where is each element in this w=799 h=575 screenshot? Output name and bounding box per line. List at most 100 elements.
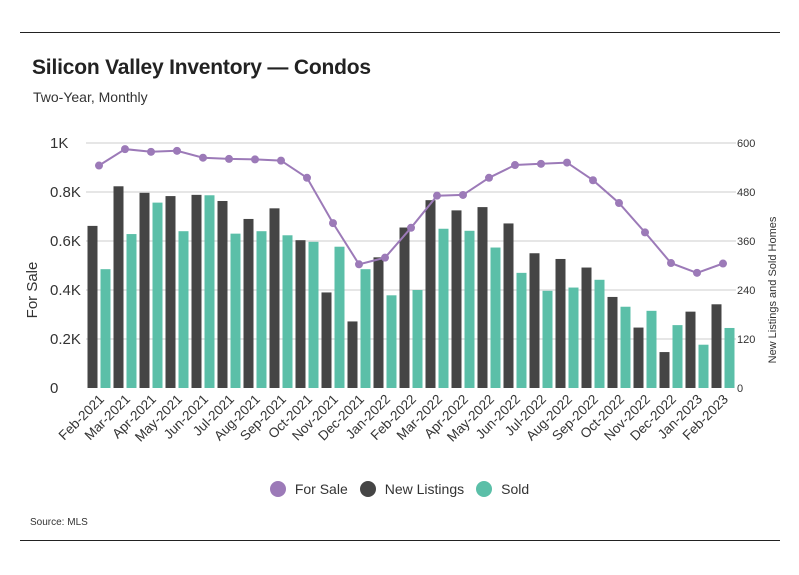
for-sale-point [589, 176, 597, 185]
legend-swatch-new-listings [359, 481, 376, 497]
bar-new-listings [477, 207, 488, 388]
legend-swatch-sold [476, 481, 493, 497]
bar-sold [594, 279, 605, 388]
bar-sold [308, 241, 319, 388]
bar-new-listings [581, 267, 592, 388]
bar-new-listings [607, 296, 618, 388]
for-sale-point [407, 223, 415, 232]
for-sale-point [485, 173, 493, 182]
y2-tick-label: 600 [737, 138, 755, 150]
bar-new-listings [269, 208, 280, 388]
bar-new-listings [139, 192, 150, 388]
chart-title: Silicon Valley Inventory — Condos [32, 56, 371, 79]
legend-item-for-sale[interactable]: For Sale [269, 481, 348, 497]
bar-sold [620, 306, 631, 388]
bar-sold [204, 195, 215, 388]
legend-label-for-sale: For Sale [294, 481, 348, 497]
bar-new-listings [425, 200, 436, 388]
legend-label-sold: Sold [501, 481, 530, 497]
chart-area: 0 0.2K 0.4K 0.6K 0.8K 1K 0 120 240 360 480 600 For S… [24, 135, 779, 445]
bar-sold [542, 290, 553, 388]
y2-tick-label: 360 [737, 236, 755, 248]
bar-new-listings [399, 227, 410, 388]
bar-new-listings [711, 304, 722, 388]
for-sale-point [147, 147, 155, 156]
bar-new-listings [113, 186, 124, 388]
legend-item-sold[interactable]: Sold [476, 481, 529, 497]
y-tick-label: 1K [50, 135, 68, 152]
bar-new-listings [685, 311, 696, 388]
y-tick-label: 0.6K [50, 233, 81, 250]
bar-sold [490, 247, 501, 388]
for-sale-point [563, 158, 571, 167]
for-sale-line [95, 145, 727, 277]
y-tick-label: 0.2K [50, 331, 81, 348]
bottom-rule [20, 540, 780, 541]
bar-sold [256, 231, 267, 388]
for-sale-point [225, 154, 233, 163]
bar-sold [698, 344, 709, 388]
for-sale-point [433, 191, 441, 200]
y2-tick-label: 480 [737, 187, 755, 199]
bar-new-listings [165, 196, 176, 388]
legend-label-new-listings: New Listings [384, 481, 465, 497]
source-note: Source: MLS [30, 517, 88, 528]
bar-new-listings [243, 218, 254, 388]
for-sale-point [459, 190, 467, 199]
for-sale-point [615, 199, 623, 208]
y2-tick-label: 240 [737, 285, 755, 297]
bar-sold [334, 246, 345, 388]
bar-sold [672, 325, 683, 388]
bar-new-listings [529, 253, 540, 388]
y-tick-label: 0.8K [50, 184, 81, 201]
bar-new-listings [217, 200, 228, 388]
for-sale-point [641, 228, 649, 237]
bar-sold [412, 290, 423, 388]
for-sale-point [511, 161, 519, 170]
bar-new-listings [373, 257, 384, 388]
bar-sold [516, 272, 527, 388]
bar-new-listings [451, 210, 462, 388]
legend: For Sale New Listings Sold [0, 481, 799, 497]
for-sale-point [667, 259, 675, 268]
bar-sold [152, 202, 163, 388]
legend-swatch-for-sale [269, 481, 286, 497]
for-sale-point [173, 146, 181, 155]
for-sale-point [277, 156, 285, 165]
for-sale-point [355, 260, 363, 269]
bar-sold [100, 269, 111, 388]
for-sale-point [381, 253, 389, 262]
for-sale-point [95, 161, 103, 170]
bar-sold [282, 235, 293, 388]
for-sale-point [719, 259, 727, 268]
y2-axis-title: New Listings and Sold Homes [767, 216, 779, 363]
bar-sold [386, 295, 397, 388]
for-sale-point [121, 145, 129, 154]
bars [87, 186, 735, 388]
y-tick-label: 0 [50, 380, 58, 397]
bar-new-listings [191, 194, 202, 388]
bar-new-listings [87, 225, 98, 388]
bar-new-listings [503, 223, 514, 388]
bar-sold [646, 310, 657, 388]
for-sale-point [199, 153, 207, 162]
legend-item-new-listings[interactable]: New Listings [359, 481, 465, 497]
for-sale-point [693, 268, 701, 277]
y-tick-label: 0.4K [50, 282, 81, 299]
bar-new-listings [321, 292, 332, 388]
bar-sold [568, 287, 579, 388]
bar-sold [360, 269, 371, 388]
bar-sold [126, 234, 137, 388]
y2-tick-label: 0 [737, 383, 743, 395]
bar-sold [230, 233, 241, 388]
bar-sold [724, 327, 735, 388]
bar-new-listings [659, 352, 670, 388]
bar-sold [438, 228, 449, 388]
chart-subtitle: Two-Year, Monthly [33, 89, 148, 105]
for-sale-point [303, 173, 311, 182]
bar-sold [178, 231, 189, 388]
axes: 0 0.2K 0.4K 0.6K 0.8K 1K 0 120 240 360 480 600 For S… [24, 135, 779, 445]
for-sale-point [251, 155, 259, 164]
top-rule [20, 32, 780, 33]
bar-sold [464, 230, 475, 388]
